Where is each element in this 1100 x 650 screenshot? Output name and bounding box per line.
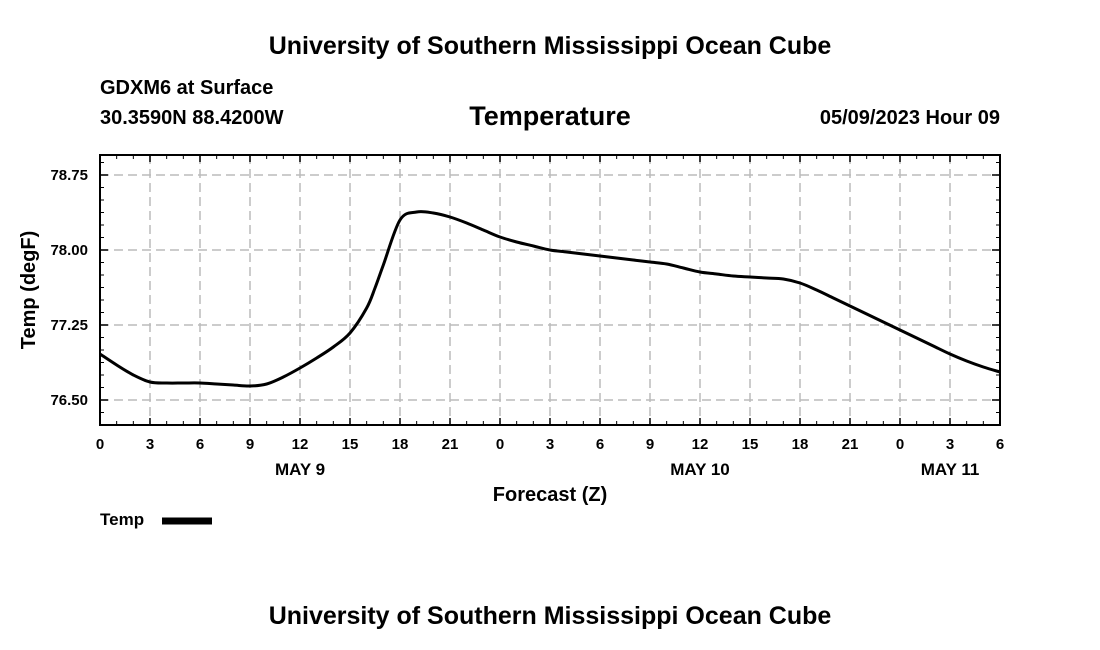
- x-tick-label: 0: [896, 436, 904, 453]
- x-tick-label: 12: [692, 436, 709, 453]
- legend: Temp: [100, 510, 212, 529]
- x-tick-label: 6: [196, 436, 204, 453]
- x-tick-label: 9: [646, 436, 654, 453]
- x-tick-label: 18: [792, 436, 809, 453]
- date-label: MAY 11: [921, 460, 980, 479]
- x-tick-label: 18: [392, 436, 409, 453]
- y-tick-label: 78.75: [50, 167, 88, 184]
- datetime-label: 05/09/2023 Hour 09: [820, 107, 1000, 129]
- legend-label: Temp: [100, 510, 144, 529]
- y-tick-label: 76.50: [50, 392, 88, 409]
- x-tick-label: 0: [96, 436, 104, 453]
- x-tick-label: 3: [946, 436, 954, 453]
- x-tick-label: 6: [996, 436, 1004, 453]
- station-label: GDXM6 at Surface: [100, 77, 273, 99]
- x-tick-label: 9: [246, 436, 254, 453]
- header-title: University of Southern Mississippi Ocean…: [269, 32, 832, 60]
- date-label: MAY 9: [275, 460, 325, 479]
- plot-frame: [99, 154, 1001, 426]
- date-label: MAY 10: [670, 460, 730, 479]
- x-tick-label: 3: [146, 436, 154, 453]
- x-tick-label: 3: [546, 436, 554, 453]
- x-tick-label: 6: [596, 436, 604, 453]
- x-tick-label: 12: [292, 436, 309, 453]
- y-tick-label: 78.00: [50, 242, 88, 259]
- chart-title: Temperature: [469, 101, 631, 131]
- coords-label: 30.3590N 88.4200W: [100, 107, 284, 129]
- x-axis-label: Forecast (Z): [493, 484, 607, 506]
- x-tick-label: 21: [442, 436, 459, 453]
- x-tick-label: 21: [842, 436, 859, 453]
- x-tick-label: 15: [742, 436, 759, 453]
- x-tick-label: 15: [342, 436, 359, 453]
- x-tick-label: 0: [496, 436, 504, 453]
- series-line-temp: [99, 210, 1001, 388]
- footer-title: University of Southern Mississippi Ocean…: [269, 602, 832, 630]
- y-tick-label: 77.25: [50, 317, 88, 334]
- y-axis-label: Temp (degF): [18, 231, 40, 350]
